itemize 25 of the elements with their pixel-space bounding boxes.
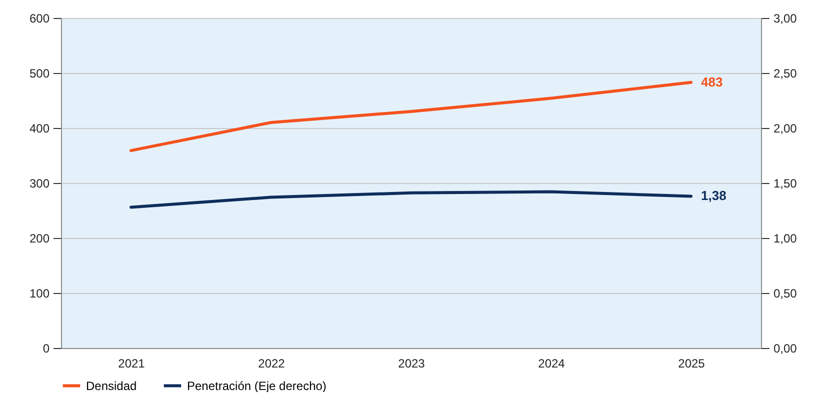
x-tick-label: 2021 xyxy=(118,356,146,370)
y2-tick-label: 2,00 xyxy=(774,122,798,136)
y-tick-label: 400 xyxy=(29,122,50,136)
y-tick-label: 100 xyxy=(29,286,50,300)
y2-tick-label: 1,50 xyxy=(774,176,798,190)
line-series xyxy=(130,190,692,209)
y2-tick-label: 0,50 xyxy=(774,286,798,300)
x-tick-label: 2022 xyxy=(258,356,286,370)
y2-tick-label: 1,00 xyxy=(774,232,798,246)
y-tick-label: 500 xyxy=(29,66,50,80)
x-tick-label: 2025 xyxy=(678,356,706,370)
y2-tick-label: 0,00 xyxy=(774,342,798,356)
y-tick-label: 200 xyxy=(29,232,50,246)
y2-tick-label: 2,50 xyxy=(774,66,798,80)
y-tick-label: 0 xyxy=(42,342,50,356)
y-tick-label: 300 xyxy=(29,176,50,190)
line-series xyxy=(130,80,692,152)
x-tick-label: 2023 xyxy=(398,356,426,370)
legend-label: Penetración (Eje derecho) xyxy=(187,378,326,393)
y-tick-label: 600 xyxy=(29,12,50,26)
legend-label: Densidad xyxy=(86,378,137,393)
data-label: 1,38 xyxy=(701,188,726,204)
x-tick-label: 2024 xyxy=(538,356,566,370)
data-label: 483 xyxy=(701,74,723,90)
y2-tick-label: 3,00 xyxy=(774,12,798,26)
